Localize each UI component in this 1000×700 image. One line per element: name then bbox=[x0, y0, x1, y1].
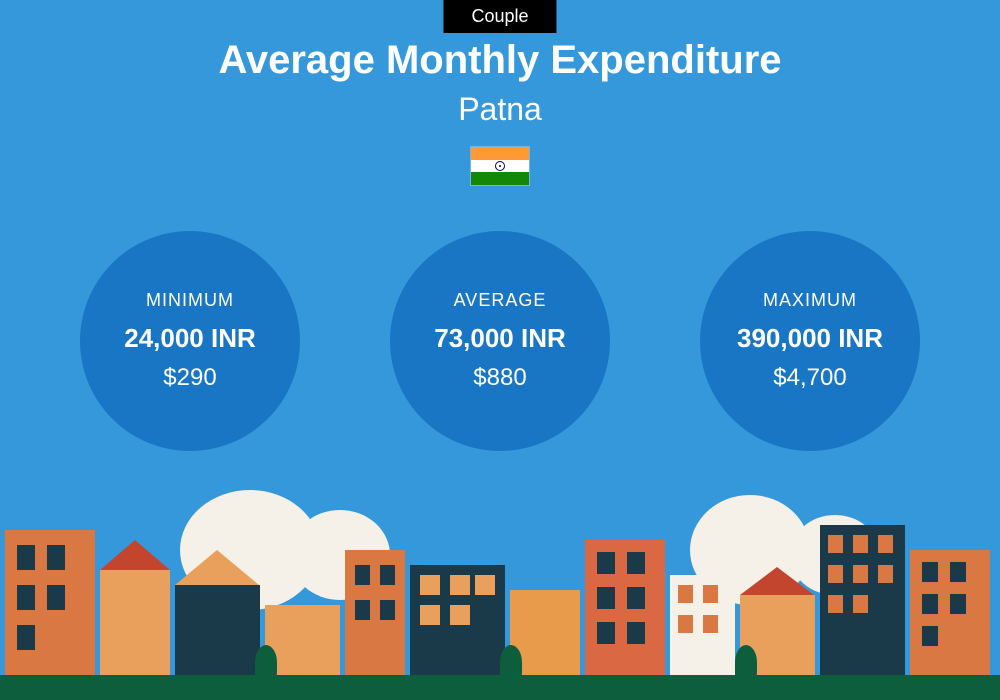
average-value-inr: 73,000 INR bbox=[434, 323, 566, 354]
average-stat: AVERAGE 73,000 INR $880 bbox=[390, 231, 610, 451]
flag-green-stripe bbox=[471, 172, 529, 185]
building-icon bbox=[410, 565, 505, 680]
minimum-value-usd: $290 bbox=[163, 364, 216, 392]
cityscape-illustration bbox=[0, 500, 1000, 700]
city-name: Patna bbox=[0, 91, 1000, 128]
building-icon bbox=[670, 575, 735, 680]
maximum-value-usd: $4,700 bbox=[773, 364, 846, 392]
flag-saffron-stripe bbox=[471, 147, 529, 160]
india-flag-icon bbox=[470, 146, 530, 186]
building-icon bbox=[820, 525, 905, 680]
maximum-label: MAXIMUM bbox=[763, 290, 857, 311]
minimum-label: MINIMUM bbox=[146, 290, 234, 311]
building-icon bbox=[345, 550, 405, 680]
building-icon bbox=[585, 540, 665, 680]
building-icon bbox=[100, 570, 170, 680]
flag-white-stripe bbox=[471, 160, 529, 173]
average-label: AVERAGE bbox=[454, 290, 547, 311]
stats-container: MINIMUM 24,000 INR $290 AVERAGE 73,000 I… bbox=[0, 231, 1000, 451]
page-title: Average Monthly Expenditure bbox=[0, 38, 1000, 83]
maximum-stat: MAXIMUM 390,000 INR $4,700 bbox=[700, 231, 920, 451]
minimum-stat: MINIMUM 24,000 INR $290 bbox=[80, 231, 300, 451]
ashoka-chakra-icon bbox=[495, 161, 505, 171]
average-value-usd: $880 bbox=[473, 364, 526, 392]
ground bbox=[0, 675, 1000, 700]
category-badge: Couple bbox=[443, 0, 556, 33]
building-icon bbox=[5, 530, 95, 680]
maximum-value-inr: 390,000 INR bbox=[737, 323, 883, 354]
building-icon bbox=[175, 585, 260, 680]
minimum-value-inr: 24,000 INR bbox=[124, 323, 256, 354]
building-icon bbox=[910, 550, 990, 680]
